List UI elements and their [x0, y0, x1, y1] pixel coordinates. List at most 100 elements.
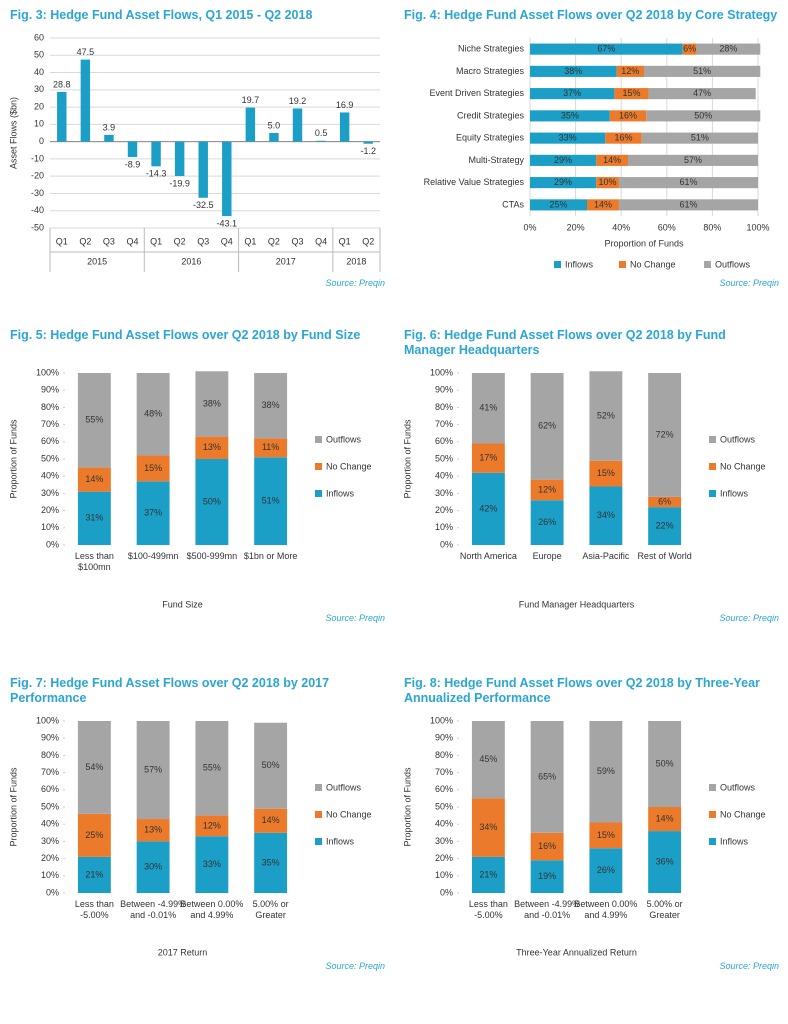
- y-tick-label: Credit Strategies: [457, 110, 525, 120]
- value-label: 48%: [144, 409, 162, 419]
- bar-segment: [136, 481, 170, 545]
- value-label: 67%: [597, 44, 615, 54]
- value-label: 15%: [597, 468, 615, 478]
- chart-title-box: Fig. 4: Hedge Fund Asset Flows over Q2 2…: [404, 8, 777, 22]
- value-label: 6%: [658, 496, 671, 506]
- bar-segment: [195, 436, 229, 459]
- source-note: Source: Preqin: [719, 278, 779, 288]
- value-label: 11%: [262, 442, 279, 452]
- bar-segment: [77, 721, 111, 814]
- bar-segment: [471, 373, 505, 444]
- y-tick-label: 50%: [41, 801, 59, 811]
- value-label: 10%: [599, 177, 617, 187]
- y-tick-label: 60%: [435, 784, 453, 794]
- x-group-label: 2017: [276, 256, 296, 266]
- source-note-box: Source: Preqin: [719, 961, 779, 971]
- x-group-label: 2018: [346, 256, 366, 266]
- bar-segment: [77, 373, 111, 468]
- y-tick-label: 40%: [41, 471, 59, 481]
- y-tick-label: 60%: [41, 436, 59, 446]
- y-tick-label: 0: [39, 136, 44, 146]
- value-label: 54%: [85, 762, 103, 772]
- value-label: 62%: [538, 421, 556, 431]
- bar-segment: [195, 836, 229, 893]
- value-label: 59%: [597, 766, 615, 776]
- bar-segment: [471, 472, 505, 545]
- bar-segment: [530, 860, 564, 893]
- x-tick-label: 40%: [612, 222, 630, 232]
- bar: [316, 140, 326, 142]
- value-label: 51%: [262, 496, 280, 506]
- bar-segment: [605, 132, 642, 144]
- legend-swatch: [315, 838, 322, 845]
- value-label: 12%: [203, 820, 221, 830]
- legend-swatch: [709, 490, 716, 497]
- y-tick-label: 20%: [435, 853, 453, 863]
- bar-segment: [616, 65, 644, 77]
- bar-segment: [648, 373, 682, 497]
- chart-title: Fig. 5: Hedge Fund Asset Flows over Q2 2…: [10, 328, 361, 342]
- bar: [127, 141, 138, 158]
- x-tick-label-box: North America: [460, 551, 517, 561]
- bar: [80, 59, 91, 142]
- y-tick-label: 10%: [41, 870, 59, 880]
- value-label: 12%: [538, 484, 556, 494]
- y-tick-label: 100%: [36, 715, 59, 725]
- value-label: -19.9: [169, 178, 190, 188]
- legend-swatch: [315, 811, 322, 818]
- value-label: 37%: [563, 88, 581, 98]
- y-tick-label: 0%: [46, 539, 59, 549]
- legend-swatch: [709, 436, 716, 443]
- chart-title-box: Fig. 5: Hedge Fund Asset Flows over Q2 2…: [10, 328, 361, 342]
- y-tick-label: 30%: [435, 836, 453, 846]
- source-note: Source: Preqin: [325, 961, 385, 971]
- bar-segment: [641, 132, 758, 144]
- y-tick-label: 10%: [41, 522, 59, 532]
- bar-segment: [530, 110, 610, 122]
- bar-segment: [254, 457, 288, 545]
- legend-label: Inflows: [326, 836, 355, 846]
- value-label: 35%: [262, 857, 280, 867]
- y-tick-label: -40: [31, 205, 44, 215]
- y-tick-label: 80%: [435, 750, 453, 760]
- legend-swatch: [709, 811, 716, 818]
- y-tick-label: 60%: [435, 436, 453, 446]
- x-tick-label: Q2: [174, 236, 186, 246]
- y-tick-label: 50%: [435, 801, 453, 811]
- bar: [57, 91, 67, 142]
- bar-segment: [682, 43, 697, 55]
- value-label: 57%: [144, 764, 162, 774]
- value-label: 30%: [144, 862, 162, 872]
- bar-segment: [136, 373, 170, 456]
- y-tick-label: 40%: [435, 819, 453, 829]
- legend-label: Outflows: [715, 259, 751, 269]
- legend-label: Inflows: [720, 488, 749, 498]
- bar: [245, 107, 256, 142]
- y-tick-label: 90%: [435, 385, 453, 395]
- y-tick-label: 0%: [46, 887, 59, 897]
- value-label: 14%: [603, 155, 621, 165]
- bar-segment: [648, 507, 682, 545]
- value-label: 45%: [479, 754, 497, 764]
- bar-segment: [77, 491, 111, 545]
- value-label: 26%: [538, 517, 556, 527]
- x-tick-label: Q1: [56, 236, 68, 246]
- bar-segment: [254, 832, 288, 893]
- value-label: 34%: [597, 510, 615, 520]
- value-label: 50%: [203, 496, 221, 506]
- source-note-box: Source: Preqin: [719, 278, 779, 288]
- bar-segment: [589, 848, 623, 893]
- value-label: 25%: [549, 199, 567, 209]
- value-label: 50%: [694, 110, 712, 120]
- x-tick-label-box: 5.00% or Greater: [252, 899, 289, 920]
- value-label: -1.2: [360, 146, 376, 156]
- x-tick-label-box: Rest of World: [637, 551, 691, 561]
- y-tick-label: 80%: [41, 750, 59, 760]
- source-note: Source: Preqin: [719, 613, 779, 623]
- y-tick-label: 30%: [435, 488, 453, 498]
- value-label: 38%: [203, 398, 221, 408]
- x-tick-label: 5.00% or Greater: [252, 899, 289, 920]
- bar-segment: [589, 486, 623, 545]
